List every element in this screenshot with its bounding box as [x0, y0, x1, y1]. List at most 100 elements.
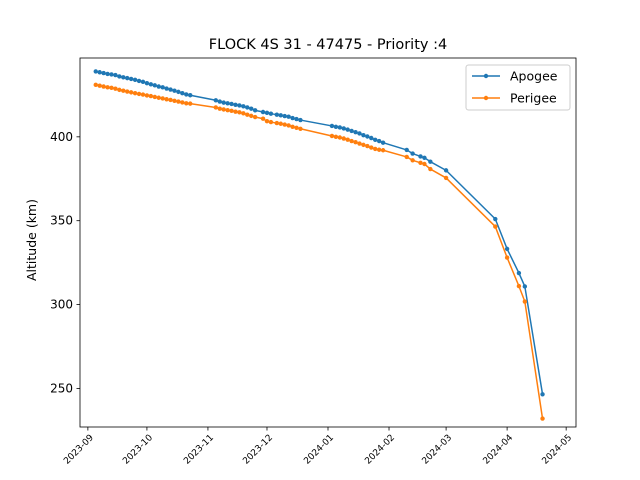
series-1-point-48	[337, 135, 343, 140]
series-1-point-5	[113, 86, 118, 91]
series-1-point-58	[376, 147, 382, 152]
series-1-point-43	[290, 124, 295, 129]
series-0-point-6	[117, 74, 122, 79]
series-1-point-66	[493, 224, 498, 229]
series-1-point-19	[168, 97, 173, 103]
series-1-point-62	[418, 160, 423, 166]
series-1-point-28	[225, 107, 230, 113]
series-0-point-64	[428, 159, 433, 164]
chart-title: FLOCK 4S 31 - 47475 - Priority :4	[209, 37, 447, 53]
series-0-point-40	[278, 113, 283, 118]
series-1-point-69	[522, 299, 528, 304]
series-1-point-10	[132, 91, 138, 96]
series-0-point-50	[345, 127, 350, 132]
legend-marker-1	[483, 95, 489, 101]
legend-marker-0	[483, 73, 489, 79]
series-0-point-7	[121, 75, 126, 80]
series-0-point-28	[225, 101, 230, 106]
series-0-point-63	[422, 155, 427, 160]
series-1-point-29	[229, 108, 234, 114]
series-0-point-58	[376, 138, 382, 144]
series-1-point-30	[233, 109, 238, 114]
series-0-point-1	[97, 70, 102, 75]
series-1-point-38	[268, 119, 274, 125]
series-1-point-53	[357, 141, 362, 146]
series-0-point-10	[132, 77, 138, 83]
series-1-point-4	[109, 85, 114, 91]
series-1-point-0	[93, 82, 98, 88]
series-1-point-21	[176, 99, 181, 104]
series-0-point-62	[418, 154, 423, 159]
y-tick-label-3: 400	[50, 130, 73, 144]
series-1-point-36	[260, 116, 266, 121]
series-0-point-47	[333, 124, 339, 129]
series-1-point-68	[516, 283, 522, 289]
y-tick-label-0: 250	[50, 381, 73, 395]
series-0-point-54	[361, 132, 366, 138]
series-0-point-65	[443, 168, 449, 173]
series-0-point-39	[274, 112, 280, 117]
series-0-point-48	[337, 125, 343, 130]
series-0-point-66	[493, 216, 498, 222]
series-1-point-41	[282, 122, 287, 127]
series-1-point-65	[443, 175, 449, 181]
series-1-point-12	[140, 92, 146, 97]
series-1-point-56	[369, 145, 374, 150]
y-tick-label-1: 300	[50, 298, 73, 312]
series-1-point-60	[404, 154, 409, 160]
series-0-point-27	[221, 100, 226, 105]
series-1-point-25	[213, 105, 219, 110]
series-1-point-13	[144, 93, 150, 98]
y-axis-label: Altitude (km)	[24, 199, 39, 281]
series-0-point-29	[229, 101, 234, 107]
series-1-point-26	[217, 106, 222, 111]
series-1-point-20	[172, 98, 177, 103]
series-1-point-45	[298, 126, 303, 131]
series-0-point-56	[369, 135, 374, 141]
series-1-point-18	[164, 97, 169, 102]
series-1-point-7	[121, 88, 126, 93]
series-0-point-9	[128, 76, 134, 82]
series-0-point-38	[268, 111, 274, 116]
series-0-point-26	[217, 99, 222, 104]
series-0-point-18	[164, 86, 169, 91]
series-0-point-34	[249, 106, 254, 111]
series-0-point-4	[109, 72, 114, 77]
series-0-point-32	[241, 104, 246, 109]
series-1-point-51	[349, 138, 354, 144]
series-1-point-8	[125, 89, 130, 94]
series-1-point-46	[329, 133, 335, 139]
series-0-point-17	[160, 85, 165, 90]
series-1-point-24	[188, 101, 193, 106]
series-0-point-46	[329, 123, 335, 129]
series-1-point-1	[97, 83, 102, 88]
series-0-point-59	[380, 140, 386, 145]
series-0-point-24	[188, 93, 193, 98]
series-0-point-42	[286, 114, 291, 119]
series-1-point-27	[221, 107, 226, 112]
series-0-point-31	[237, 103, 242, 108]
series-0-point-69	[522, 284, 528, 289]
series-1-point-33	[245, 112, 250, 117]
series-1-point-63	[422, 161, 427, 167]
series-1-point-14	[148, 93, 154, 99]
series-0-point-11	[136, 78, 142, 84]
series-0-point-49	[341, 126, 346, 131]
legend-label-0: Apogee	[510, 69, 558, 84]
series-0-point-14	[148, 82, 154, 87]
series-1-point-42	[286, 123, 291, 128]
series-1-point-64	[428, 166, 433, 172]
legend-label-1: Perigee	[510, 91, 557, 106]
series-1-point-54	[361, 142, 366, 148]
series-1-point-55	[365, 143, 370, 149]
series-0-point-20	[172, 88, 177, 93]
series-0-point-33	[245, 105, 250, 110]
series-1-point-6	[117, 87, 122, 93]
series-1-point-23	[184, 101, 189, 106]
series-0-point-67	[504, 246, 510, 252]
series-0-point-51	[349, 128, 354, 134]
series-0-point-16	[156, 84, 161, 89]
series-0-point-68	[516, 270, 522, 276]
series-1-point-15	[152, 94, 157, 100]
